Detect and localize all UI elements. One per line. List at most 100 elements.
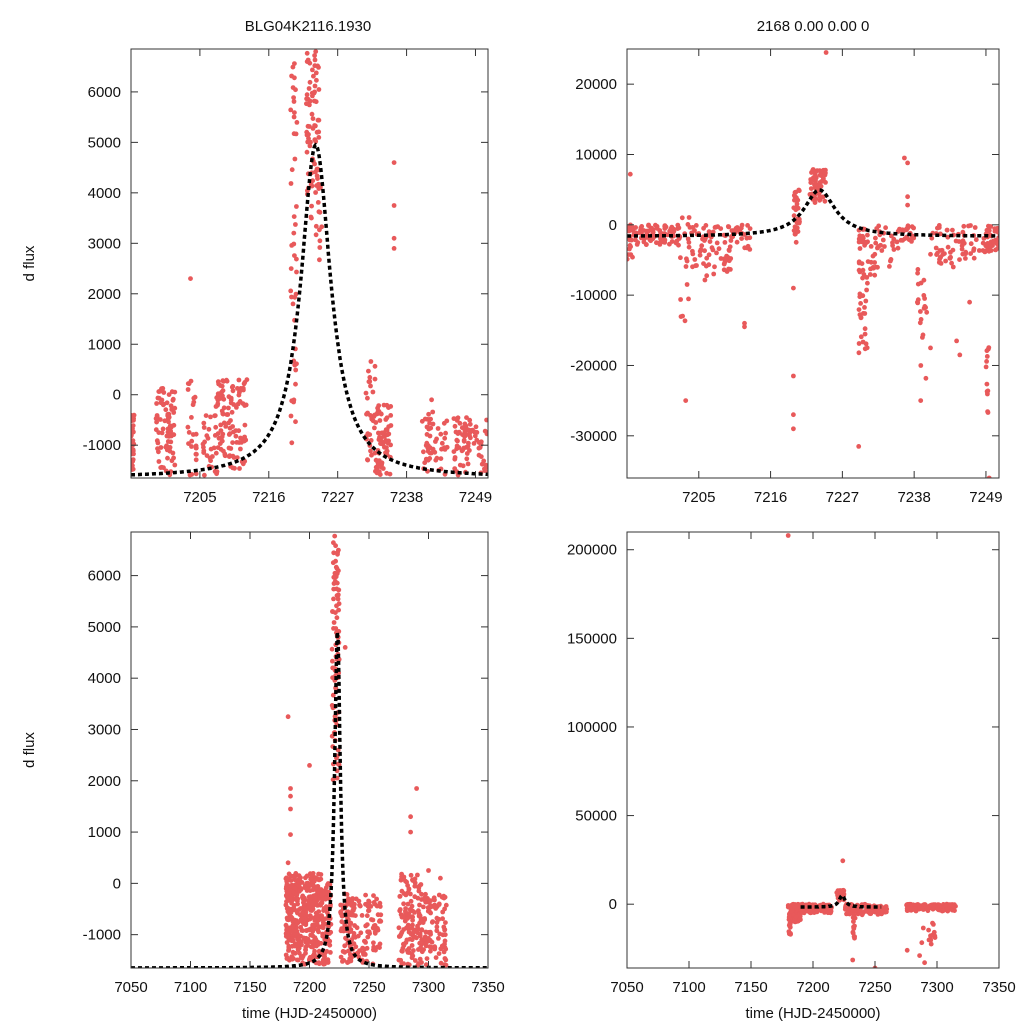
panel-top-right: 7205 7216 7227 7238 7249 -30000 -20000 -10000 0 1… [570, 48, 1003, 506]
panel-bottom-left: 7050 7100 7150 7200 7250 7300 7350 -1000 0 1000 20… [21, 531, 505, 1022]
data-point [915, 281, 921, 287]
data-point [416, 885, 422, 891]
data-point [868, 244, 874, 249]
data-point [926, 937, 932, 943]
data-point [206, 426, 212, 432]
data-point [302, 916, 308, 922]
data-point [236, 392, 242, 398]
data-point [710, 247, 716, 253]
data-point [368, 438, 374, 443]
data-point [934, 252, 939, 257]
data-point [984, 389, 990, 394]
data-point [327, 938, 333, 944]
data-point [920, 332, 926, 338]
data-point [288, 806, 293, 812]
data-point [131, 447, 136, 452]
data-point [419, 418, 425, 424]
data-point [442, 445, 448, 451]
data-point [284, 875, 289, 881]
data-point [283, 952, 289, 958]
y-tick-label: 50000 [575, 808, 617, 825]
data-point [365, 395, 370, 401]
data-point [244, 377, 250, 383]
data-point [712, 264, 717, 270]
data-point [320, 933, 326, 939]
y-tick-label: 6000 [88, 568, 121, 585]
data-point [291, 214, 297, 220]
data-point [378, 411, 384, 417]
data-point [189, 438, 195, 444]
data-point [467, 417, 473, 423]
data-point [309, 111, 315, 117]
data-point [437, 931, 443, 937]
data-point [726, 248, 732, 253]
data-point [297, 888, 302, 894]
data-point [156, 449, 161, 455]
data-point [371, 944, 377, 950]
data-point [461, 445, 467, 451]
data-point [331, 620, 337, 625]
data-point [201, 425, 207, 430]
data-point [421, 904, 426, 910]
data-point [984, 348, 990, 354]
data-point [421, 449, 426, 455]
data-point [284, 940, 290, 945]
data-point [331, 586, 337, 592]
data-point [919, 940, 925, 946]
data-point [980, 240, 986, 246]
data-point [976, 248, 982, 253]
data-point [860, 275, 865, 281]
data-point [654, 240, 659, 246]
data-point [345, 898, 351, 903]
y-tick-label: 2000 [88, 286, 121, 303]
data-point [334, 566, 340, 571]
data-point [408, 931, 414, 937]
data-point [728, 238, 734, 243]
data-point [372, 930, 378, 936]
data-point [823, 170, 828, 176]
data-point [154, 419, 160, 425]
data-point [920, 925, 926, 931]
data-point [796, 216, 802, 222]
data-point [686, 215, 692, 220]
data-point [360, 950, 366, 956]
data-point [382, 444, 387, 450]
data-point [425, 445, 431, 451]
data-point [417, 902, 422, 908]
data-point [793, 189, 799, 195]
data-points [283, 533, 449, 968]
data-point [300, 953, 306, 959]
data-point [856, 350, 862, 356]
data-point [350, 896, 355, 901]
data-point [690, 248, 695, 254]
data-point [327, 942, 333, 948]
data-point [308, 894, 313, 900]
data-point [408, 872, 414, 878]
data-point [396, 934, 402, 939]
data-point [330, 609, 335, 614]
data-point [356, 898, 362, 904]
data-point [878, 242, 883, 248]
data-point [935, 225, 940, 231]
data-point [163, 407, 169, 413]
data-point [791, 412, 796, 418]
data-point [364, 411, 369, 417]
data-point [464, 451, 470, 456]
data-point [744, 235, 750, 241]
data-point [316, 129, 322, 135]
data-point [332, 578, 338, 584]
data-point [823, 180, 828, 185]
data-point [862, 331, 868, 337]
data-point [336, 601, 342, 607]
data-point [928, 345, 933, 351]
data-point [882, 244, 887, 249]
data-point [403, 892, 409, 898]
data-point [986, 475, 992, 478]
data-point [374, 465, 380, 471]
data-point [391, 160, 397, 166]
data-point [384, 470, 390, 476]
data-point [335, 747, 341, 753]
data-point [865, 232, 870, 238]
data-point [296, 907, 302, 912]
data-point [786, 931, 792, 937]
